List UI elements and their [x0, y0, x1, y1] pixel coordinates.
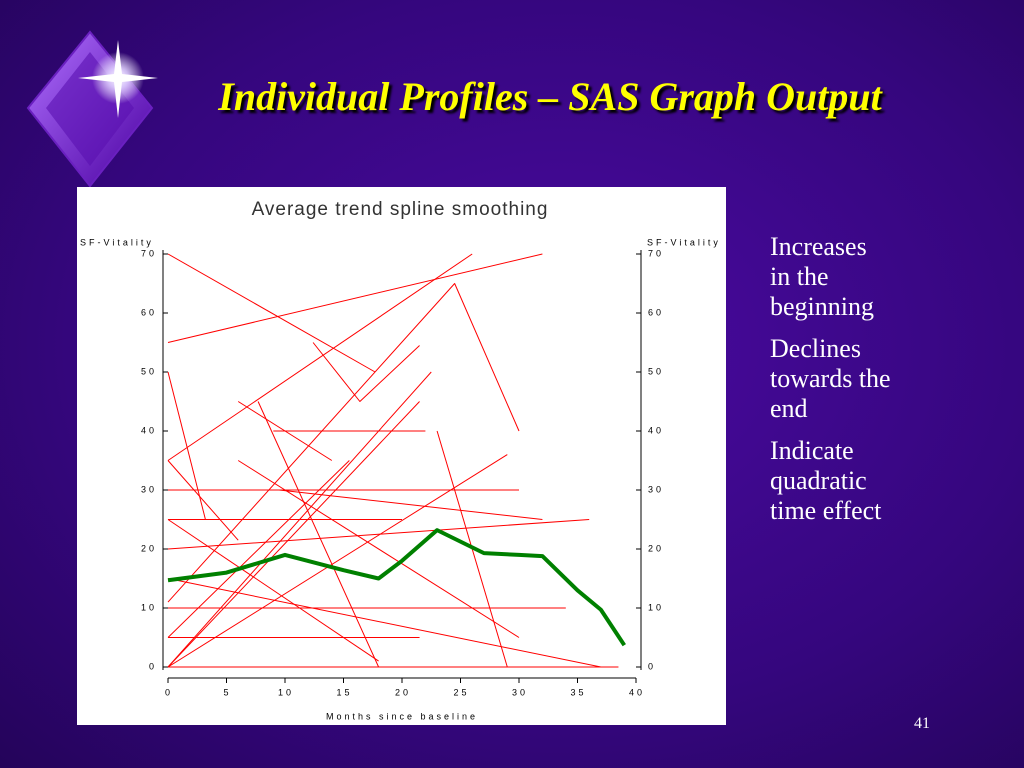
profile-line	[167, 401, 420, 668]
bullet-line: quadratic	[770, 466, 867, 495]
profile-line	[167, 519, 379, 662]
profile-line	[167, 519, 590, 550]
profile-line	[167, 371, 206, 520]
y-tick-label-right: 10	[648, 602, 664, 612]
page-number: 41	[914, 715, 930, 732]
profile-line	[279, 489, 543, 520]
bullet-line: beginning	[770, 292, 874, 321]
bullet: Increases in the beginning	[770, 232, 891, 322]
profile-line	[167, 253, 543, 343]
profile-line	[167, 253, 473, 461]
y-tick-label: 10	[141, 602, 157, 612]
x-axis-label: Months since baseline	[326, 711, 478, 721]
y-tick-label-right: 60	[648, 307, 664, 317]
y-axis-label: SF-Vitality	[80, 237, 154, 247]
y-tick-label-right: 0	[648, 661, 656, 671]
chart-title: Average trend spline smoothing	[252, 199, 549, 220]
y-tick-label: 40	[141, 425, 157, 435]
profile-line	[237, 460, 520, 638]
profile-line	[257, 401, 380, 668]
y-tick-label: 50	[141, 366, 157, 376]
profile-line	[167, 578, 602, 668]
y-tick-label-right: 70	[648, 248, 664, 258]
bullet-line: Declines	[770, 334, 861, 363]
y-tick-label: 60	[141, 307, 157, 317]
profile-line	[167, 371, 432, 668]
x-tick-label: 40	[629, 687, 645, 697]
profile-line	[167, 460, 350, 638]
bullet-line: towards the	[770, 364, 891, 393]
bullet-line: time effect	[770, 496, 882, 525]
bullet-line: Indicate	[770, 436, 854, 465]
profile-line	[167, 283, 520, 603]
x-tick-label: 10	[278, 687, 294, 697]
x-tick-label: 5	[223, 687, 231, 697]
trend-line	[167, 528, 626, 647]
bullet-line: Increases	[770, 232, 867, 261]
profile-line	[167, 253, 376, 373]
profile-line	[312, 342, 420, 402]
y-tick-label: 30	[141, 484, 157, 494]
bullet: Indicate quadratic time effect	[770, 436, 891, 526]
y-tick-label-right: 50	[648, 366, 664, 376]
bullet: Declines towards the end	[770, 334, 891, 424]
x-tick-label: 0	[165, 687, 173, 697]
x-tick-label: 35	[570, 687, 586, 697]
x-tick-label: 30	[512, 687, 528, 697]
slide-title: Individual Profiles – SAS Graph Output	[218, 74, 882, 119]
y-tick-label: 0	[149, 661, 157, 671]
profile-line	[167, 460, 239, 541]
x-tick-label: 20	[395, 687, 411, 697]
y-tick-label-right: 20	[648, 543, 664, 553]
x-tick-label: 25	[453, 687, 469, 697]
bullet-line: in the	[770, 262, 829, 291]
y-tick-label: 70	[141, 248, 157, 258]
x-tick-label: 15	[336, 687, 352, 697]
y-axis-label-right: SF-Vitality	[647, 237, 721, 247]
y-tick-label-right: 30	[648, 484, 664, 494]
y-tick-label: 20	[141, 543, 157, 553]
bullet-line: end	[770, 394, 808, 423]
bullet-list: Increases in the beginning Declines towards …	[770, 232, 891, 538]
y-tick-label-right: 40	[648, 425, 664, 435]
logo	[26, 30, 158, 188]
